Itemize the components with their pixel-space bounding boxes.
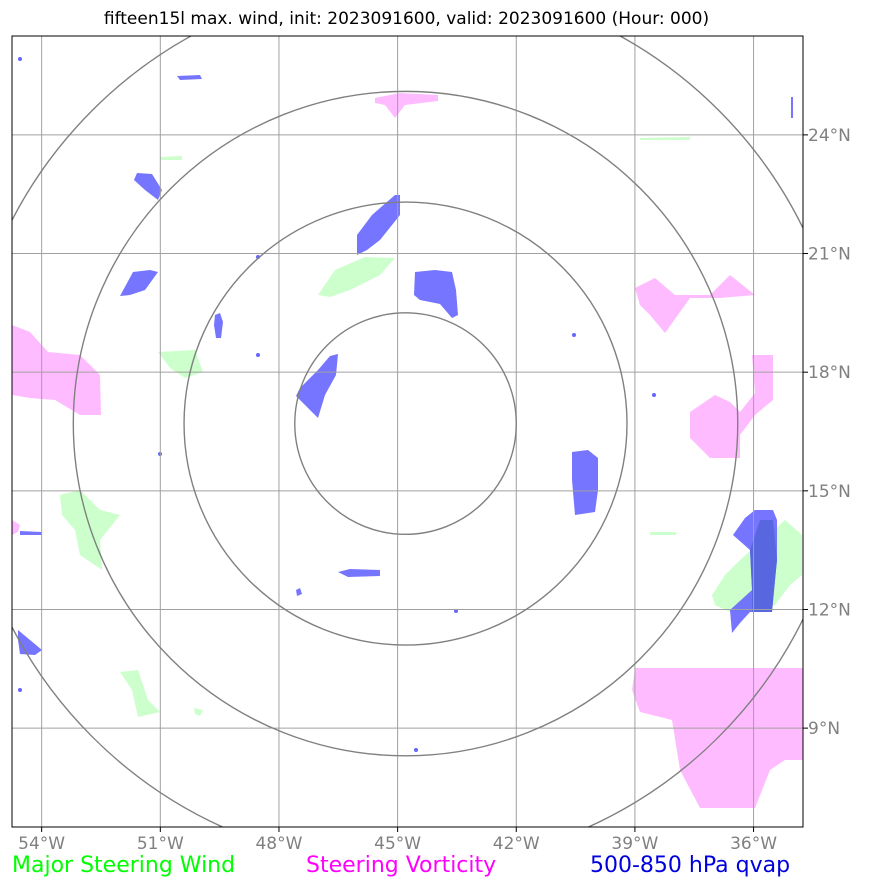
qvap-area: [296, 588, 302, 596]
lon-tick-label: 39°W: [611, 834, 658, 854]
steering-wind-area: [60, 490, 120, 570]
qvap-spot: [414, 748, 418, 752]
steering-vorticity-area: [690, 355, 773, 458]
qvap-area: [20, 531, 42, 535]
steering-vorticity-layer: [12, 93, 803, 808]
steering-wind-area: [194, 708, 203, 716]
range-ring: [183, 201, 628, 646]
qvap-spot: [256, 353, 260, 357]
lat-tick-label: 12°N: [808, 600, 851, 620]
steering-vorticity-area: [12, 325, 101, 415]
qvap-area: [791, 97, 793, 118]
legend-qvap: 500-850 hPa qvap: [590, 853, 791, 878]
qvap-spot: [572, 333, 576, 337]
qvap-area: [296, 354, 338, 418]
steering-wind-area: [650, 532, 676, 535]
plot-area: [12, 36, 803, 827]
qvap-area: [18, 630, 42, 655]
lat-tick-label: 9°N: [808, 719, 840, 739]
qvap-area: [120, 270, 158, 296]
qvap-area-overlap: [750, 520, 777, 612]
lat-tick-label: 15°N: [808, 482, 851, 502]
lon-tick-label: 48°W: [255, 834, 302, 854]
steering-wind-area: [640, 137, 690, 140]
qvap-spot: [454, 609, 458, 613]
longitude-tick-labels: 54°W 51°W 48°W 45°W 42°W 39°W 36°W: [18, 827, 777, 854]
legend-steering-vorticity: Steering Vorticity: [306, 853, 497, 878]
lat-tick-label: 18°N: [808, 363, 851, 383]
qvap-spot: [18, 57, 22, 61]
steering-vorticity-area: [635, 275, 755, 333]
steering-wind-area: [160, 156, 182, 160]
lat-tick-label: 24°N: [808, 126, 851, 146]
qvap-area: [214, 313, 223, 338]
qvap-area: [414, 270, 458, 318]
steering-wind-area: [318, 257, 395, 297]
qvap-area: [572, 450, 598, 515]
range-rings: [12, 36, 803, 827]
plot-frame: [11, 35, 804, 828]
qvap-spot: [652, 393, 656, 397]
lon-tick-label: 54°W: [18, 834, 65, 854]
lon-tick-label: 42°W: [493, 834, 540, 854]
qvap-area: [357, 195, 400, 255]
qvap-layer: [18, 57, 793, 752]
range-ring: [294, 312, 517, 536]
steering-wind-area: [120, 670, 160, 717]
qvap-spot: [18, 688, 22, 692]
qvap-area: [134, 173, 162, 200]
qvap-area: [177, 75, 202, 80]
qvap-area: [338, 569, 380, 577]
lon-tick-label: 45°W: [374, 834, 421, 854]
map-title: fifteen15l max. wind, init: 2023091600, …: [103, 9, 710, 29]
steering-vorticity-area: [375, 93, 438, 118]
steering-wind-area: [158, 350, 203, 378]
lon-tick-label: 51°W: [137, 834, 184, 854]
legend-steering-wind: Major Steering Wind: [12, 853, 236, 878]
range-ring: [72, 90, 739, 757]
lon-tick-label: 36°W: [730, 834, 777, 854]
steering-vorticity-area: [12, 520, 20, 535]
lat-tick-label: 21°N: [808, 245, 851, 265]
latitude-tick-labels: 24°N 21°N 18°N 15°N 12°N 9°N: [803, 126, 851, 739]
